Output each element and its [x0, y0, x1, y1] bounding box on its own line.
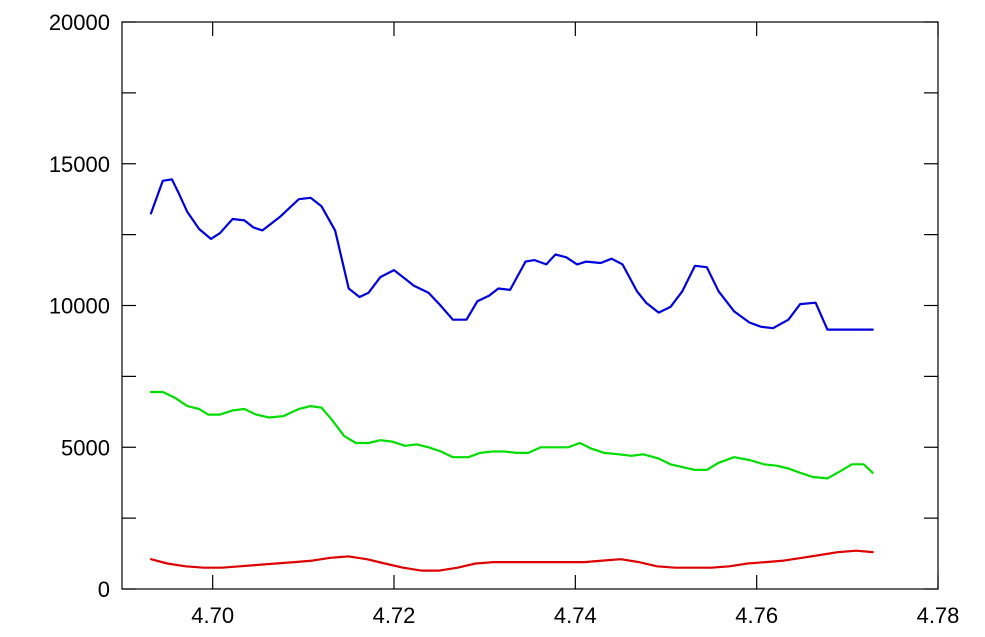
- plot-area-frame: [121, 21, 939, 590]
- y-tick-label: 20000: [49, 10, 110, 35]
- x-axis: 4.70 4.72 4.74 4.76 4.78: [191, 22, 959, 628]
- x-tick-label: 4.72: [373, 603, 416, 628]
- y-tick-label: 0: [98, 577, 110, 602]
- series-line-2: [149, 390, 874, 480]
- y-tick-label: 15000: [49, 152, 110, 177]
- x-tick-label: 4.74: [554, 603, 597, 628]
- x-tick-label: 4.76: [735, 603, 778, 628]
- x-tick-label: 4.70: [191, 603, 234, 628]
- series-layer: [149, 178, 874, 572]
- x-tick-label: 4.78: [917, 603, 960, 628]
- y-tick-label: 10000: [49, 294, 110, 319]
- y-axis: 0 5000 10000 15000 20000: [49, 10, 938, 602]
- y-tick-label: 5000: [61, 435, 110, 460]
- series-line-3: [149, 549, 874, 572]
- series-line-1: [149, 178, 874, 331]
